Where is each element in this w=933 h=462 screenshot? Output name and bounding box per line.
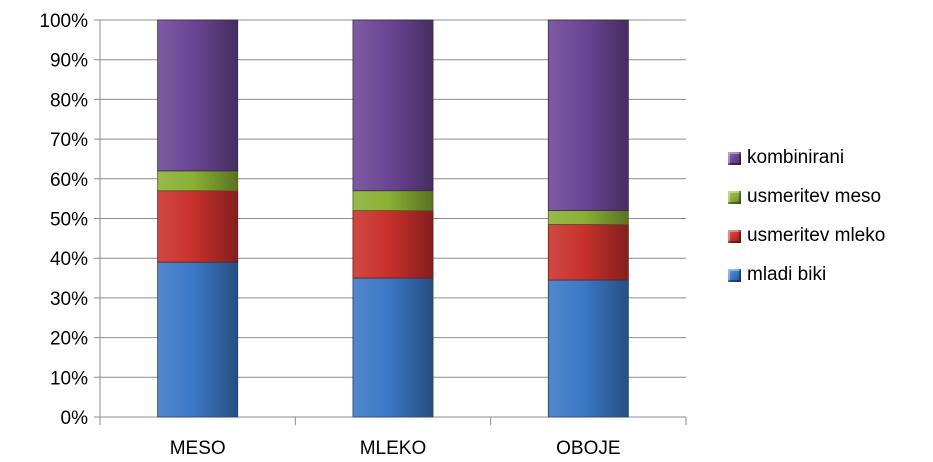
bar-segment xyxy=(157,19,239,172)
chart-legend: kombinirani usmeritev meso usmeritev mle… xyxy=(728,147,886,285)
legend-item: kombinirani xyxy=(728,147,885,168)
legend-swatch xyxy=(728,229,741,243)
y-tick-label: 30% xyxy=(50,289,88,310)
bar-segment xyxy=(157,170,239,192)
y-tick-label: 80% xyxy=(50,90,88,111)
bar-segment xyxy=(352,277,434,418)
x-tick-label: MESO xyxy=(170,438,226,459)
bar-segment xyxy=(547,224,629,281)
legend-label: usmeritev meso xyxy=(747,186,882,207)
y-tick-label: 10% xyxy=(50,368,88,389)
legend-swatch xyxy=(728,190,741,204)
legend-label: mladi biki xyxy=(747,264,827,285)
legend-label: kombinirani xyxy=(747,147,845,168)
bar-segment xyxy=(157,190,239,263)
bar-segment xyxy=(157,261,239,418)
y-tick-label: 70% xyxy=(50,130,88,151)
legend-item: usmeritev meso xyxy=(728,186,885,207)
legend-label: usmeritev mleko xyxy=(747,225,886,246)
legend-swatch xyxy=(728,268,741,282)
y-tick-label: 20% xyxy=(50,329,88,350)
legend-item: mladi biki xyxy=(728,264,885,285)
y-tick-label: 90% xyxy=(50,51,88,72)
y-tick-label: 50% xyxy=(50,210,88,231)
bar-segment xyxy=(352,19,434,192)
y-tick-label: 100% xyxy=(39,11,88,32)
bar-segment xyxy=(352,210,434,279)
x-tick-label: MLEKO xyxy=(360,438,427,459)
bar-segment xyxy=(352,190,434,211)
bar-segment xyxy=(547,210,629,225)
x-tick-label: OBOJE xyxy=(556,438,620,459)
y-tick-label: 60% xyxy=(50,170,88,191)
bar-segment xyxy=(547,279,629,418)
y-tick-label: 40% xyxy=(50,249,88,270)
bar-segment xyxy=(547,19,629,211)
legend-swatch xyxy=(728,151,741,165)
y-tick-label: 0% xyxy=(61,408,89,429)
legend-item: usmeritev mleko xyxy=(728,225,886,246)
